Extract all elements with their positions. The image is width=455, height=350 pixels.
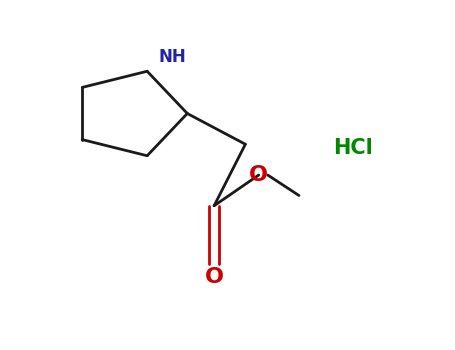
Text: HCl: HCl [333, 138, 373, 158]
Text: O: O [249, 165, 268, 185]
Text: O: O [205, 267, 223, 287]
Text: NH: NH [158, 48, 186, 66]
